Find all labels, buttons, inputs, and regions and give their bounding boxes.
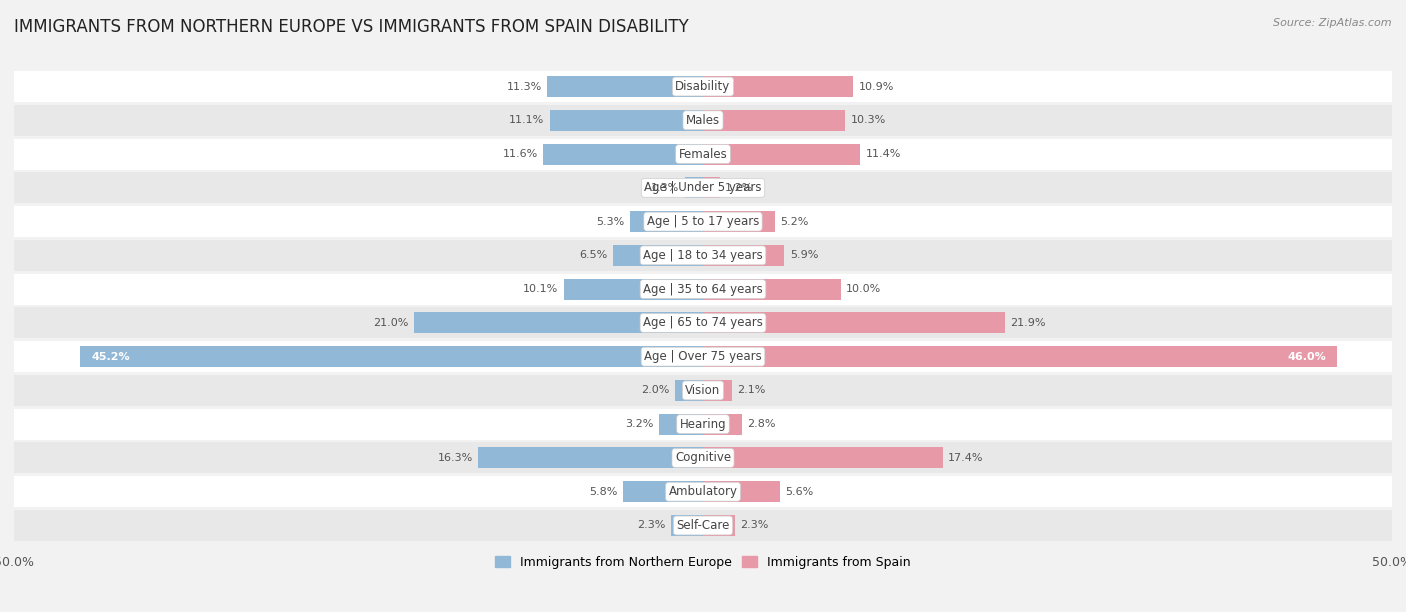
Text: 21.9%: 21.9%	[1011, 318, 1046, 328]
Text: 17.4%: 17.4%	[948, 453, 984, 463]
Bar	[623, 481, 703, 502]
Text: 11.3%: 11.3%	[506, 81, 541, 92]
Bar	[14, 375, 1392, 406]
Text: 1.2%: 1.2%	[725, 183, 754, 193]
Text: 2.3%: 2.3%	[637, 520, 666, 531]
Text: Self-Care: Self-Care	[676, 519, 730, 532]
Text: Age | 5 to 17 years: Age | 5 to 17 years	[647, 215, 759, 228]
Text: 2.1%: 2.1%	[738, 386, 766, 395]
Bar	[550, 110, 703, 131]
Text: 5.2%: 5.2%	[780, 217, 808, 226]
Bar	[703, 380, 733, 401]
Bar	[413, 312, 703, 334]
Text: 11.4%: 11.4%	[866, 149, 901, 159]
Bar	[14, 409, 1392, 439]
Text: 21.0%: 21.0%	[373, 318, 408, 328]
Text: Vision: Vision	[685, 384, 721, 397]
Bar	[14, 206, 1392, 237]
Bar	[478, 447, 703, 468]
Text: IMMIGRANTS FROM NORTHERN EUROPE VS IMMIGRANTS FROM SPAIN DISABILITY: IMMIGRANTS FROM NORTHERN EUROPE VS IMMIG…	[14, 18, 689, 36]
Bar	[703, 414, 741, 435]
Bar	[547, 76, 703, 97]
Text: 11.1%: 11.1%	[509, 115, 544, 125]
Bar	[543, 144, 703, 165]
Text: 2.0%: 2.0%	[641, 386, 669, 395]
Bar	[703, 481, 780, 502]
Text: Ambulatory: Ambulatory	[668, 485, 738, 498]
Bar	[14, 71, 1392, 102]
Bar	[703, 447, 943, 468]
Bar	[703, 278, 841, 300]
Text: 2.8%: 2.8%	[747, 419, 776, 429]
Text: Age | Over 75 years: Age | Over 75 years	[644, 350, 762, 363]
Text: Cognitive: Cognitive	[675, 452, 731, 465]
Bar	[564, 278, 703, 300]
Text: 5.9%: 5.9%	[790, 250, 818, 260]
Bar	[703, 515, 735, 536]
Text: 10.3%: 10.3%	[851, 115, 886, 125]
Text: Age | Under 5 years: Age | Under 5 years	[644, 181, 762, 195]
Text: 11.6%: 11.6%	[502, 149, 537, 159]
Bar	[14, 307, 1392, 338]
Bar	[703, 346, 1337, 367]
Bar	[14, 173, 1392, 203]
Bar	[14, 105, 1392, 136]
Bar	[703, 76, 853, 97]
Text: 45.2%: 45.2%	[91, 352, 129, 362]
Bar	[685, 177, 703, 198]
Text: 46.0%: 46.0%	[1286, 352, 1326, 362]
Bar	[703, 177, 720, 198]
Bar	[14, 138, 1392, 170]
Bar	[14, 442, 1392, 474]
Bar	[703, 144, 860, 165]
Bar	[703, 312, 1005, 334]
Bar	[14, 476, 1392, 507]
Text: 3.2%: 3.2%	[626, 419, 654, 429]
Bar	[703, 110, 845, 131]
Text: 5.3%: 5.3%	[596, 217, 624, 226]
Bar	[14, 274, 1392, 305]
Text: 6.5%: 6.5%	[579, 250, 607, 260]
Text: Hearing: Hearing	[679, 417, 727, 431]
Bar	[703, 245, 785, 266]
Bar	[703, 211, 775, 232]
Bar	[80, 346, 703, 367]
Bar	[630, 211, 703, 232]
Text: Source: ZipAtlas.com: Source: ZipAtlas.com	[1274, 18, 1392, 28]
Bar	[14, 510, 1392, 541]
Text: 5.8%: 5.8%	[589, 487, 617, 497]
Text: 5.6%: 5.6%	[786, 487, 814, 497]
Bar	[675, 380, 703, 401]
Text: Females: Females	[679, 147, 727, 160]
Bar	[14, 240, 1392, 271]
Text: 1.3%: 1.3%	[651, 183, 679, 193]
Text: 2.3%: 2.3%	[740, 520, 769, 531]
Bar	[613, 245, 703, 266]
Text: 10.1%: 10.1%	[523, 284, 558, 294]
Text: Males: Males	[686, 114, 720, 127]
Bar	[659, 414, 703, 435]
Text: Age | 65 to 74 years: Age | 65 to 74 years	[643, 316, 763, 329]
Text: 16.3%: 16.3%	[437, 453, 472, 463]
Text: 10.9%: 10.9%	[859, 81, 894, 92]
Legend: Immigrants from Northern Europe, Immigrants from Spain: Immigrants from Northern Europe, Immigra…	[491, 551, 915, 574]
Text: 10.0%: 10.0%	[846, 284, 882, 294]
Bar	[14, 341, 1392, 372]
Bar	[671, 515, 703, 536]
Text: Age | 18 to 34 years: Age | 18 to 34 years	[643, 249, 763, 262]
Text: Age | 35 to 64 years: Age | 35 to 64 years	[643, 283, 763, 296]
Text: Disability: Disability	[675, 80, 731, 93]
